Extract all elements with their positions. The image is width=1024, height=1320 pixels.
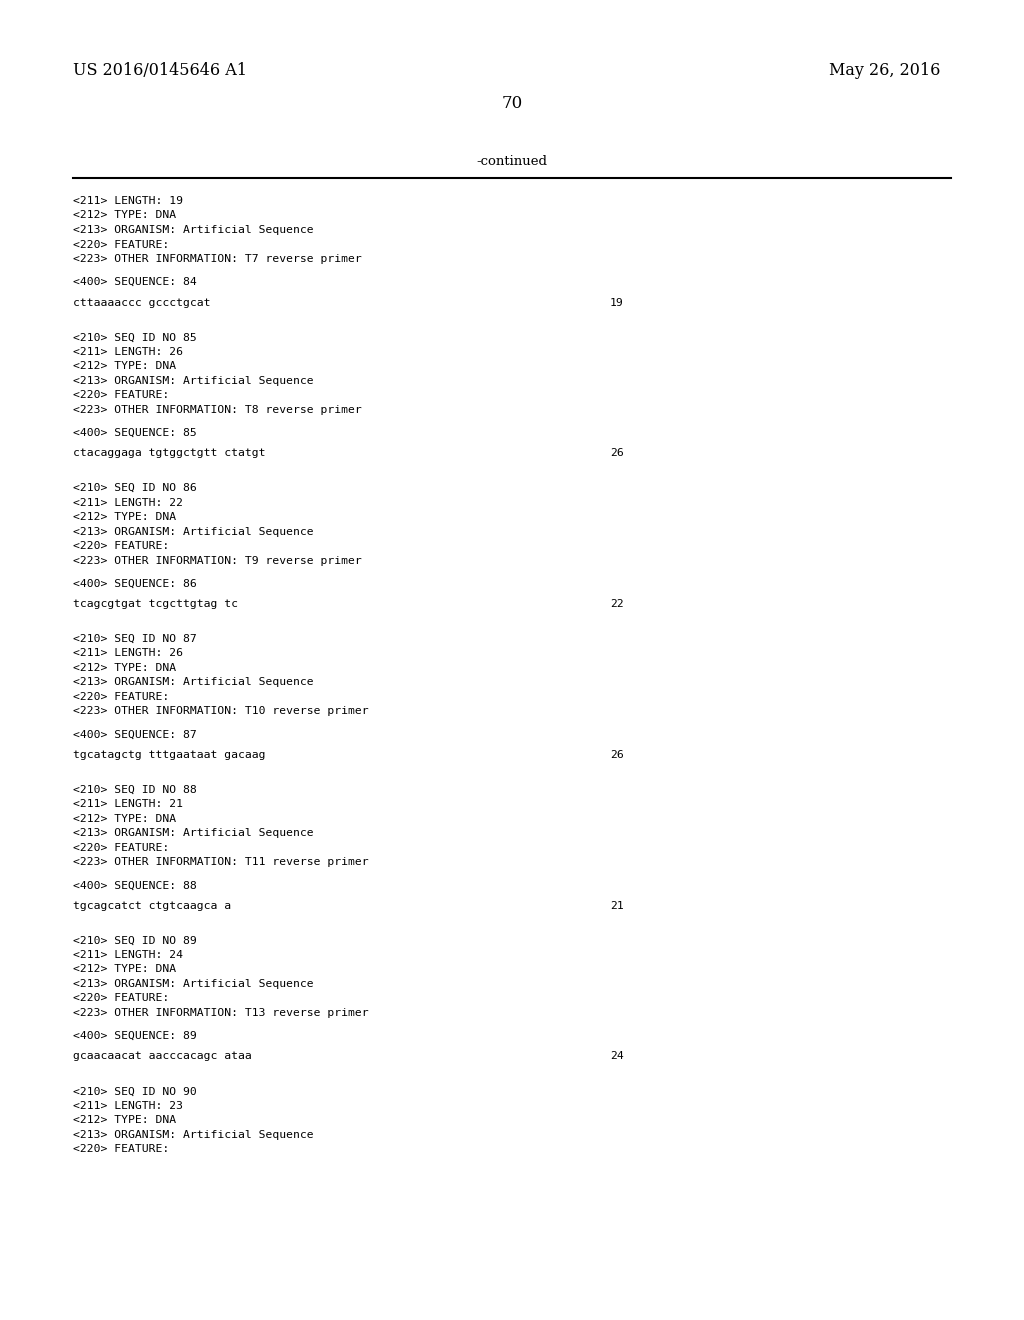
Text: <400> SEQUENCE: 88: <400> SEQUENCE: 88 xyxy=(73,880,197,891)
Text: <210> SEQ ID NO 90: <210> SEQ ID NO 90 xyxy=(73,1086,197,1097)
Text: <212> TYPE: DNA: <212> TYPE: DNA xyxy=(73,663,176,673)
Text: <211> LENGTH: 19: <211> LENGTH: 19 xyxy=(73,195,183,206)
Text: cttaaaaccc gccctgcat: cttaaaaccc gccctgcat xyxy=(73,297,211,308)
Text: US 2016/0145646 A1: US 2016/0145646 A1 xyxy=(73,62,247,79)
Text: 22: 22 xyxy=(610,599,624,609)
Text: gcaacaacat aacccacagc ataa: gcaacaacat aacccacagc ataa xyxy=(73,1052,252,1061)
Text: tgcatagctg tttgaataat gacaag: tgcatagctg tttgaataat gacaag xyxy=(73,750,265,760)
Text: 24: 24 xyxy=(610,1052,624,1061)
Text: 26: 26 xyxy=(610,449,624,458)
Text: 70: 70 xyxy=(502,95,522,112)
Text: <213> ORGANISM: Artificial Sequence: <213> ORGANISM: Artificial Sequence xyxy=(73,1130,313,1139)
Text: <213> ORGANISM: Artificial Sequence: <213> ORGANISM: Artificial Sequence xyxy=(73,979,313,989)
Text: <400> SEQUENCE: 87: <400> SEQUENCE: 87 xyxy=(73,730,197,739)
Text: <220> FEATURE:: <220> FEATURE: xyxy=(73,842,169,853)
Text: <400> SEQUENCE: 86: <400> SEQUENCE: 86 xyxy=(73,578,197,589)
Text: <210> SEQ ID NO 88: <210> SEQ ID NO 88 xyxy=(73,784,197,795)
Text: <400> SEQUENCE: 84: <400> SEQUENCE: 84 xyxy=(73,277,197,288)
Text: <213> ORGANISM: Artificial Sequence: <213> ORGANISM: Artificial Sequence xyxy=(73,527,313,537)
Text: <210> SEQ ID NO 87: <210> SEQ ID NO 87 xyxy=(73,634,197,644)
Text: May 26, 2016: May 26, 2016 xyxy=(828,62,940,79)
Text: tgcagcatct ctgtcaagca a: tgcagcatct ctgtcaagca a xyxy=(73,900,231,911)
Text: <211> LENGTH: 23: <211> LENGTH: 23 xyxy=(73,1101,183,1111)
Text: <400> SEQUENCE: 89: <400> SEQUENCE: 89 xyxy=(73,1031,197,1041)
Text: <213> ORGANISM: Artificial Sequence: <213> ORGANISM: Artificial Sequence xyxy=(73,677,313,688)
Text: <220> FEATURE:: <220> FEATURE: xyxy=(73,692,169,702)
Text: <223> OTHER INFORMATION: T8 reverse primer: <223> OTHER INFORMATION: T8 reverse prim… xyxy=(73,405,361,414)
Text: <210> SEQ ID NO 86: <210> SEQ ID NO 86 xyxy=(73,483,197,494)
Text: <212> TYPE: DNA: <212> TYPE: DNA xyxy=(73,362,176,371)
Text: <220> FEATURE:: <220> FEATURE: xyxy=(73,239,169,249)
Text: <210> SEQ ID NO 89: <210> SEQ ID NO 89 xyxy=(73,936,197,945)
Text: <213> ORGANISM: Artificial Sequence: <213> ORGANISM: Artificial Sequence xyxy=(73,224,313,235)
Text: <211> LENGTH: 26: <211> LENGTH: 26 xyxy=(73,347,183,356)
Text: <211> LENGTH: 22: <211> LENGTH: 22 xyxy=(73,498,183,508)
Text: <212> TYPE: DNA: <212> TYPE: DNA xyxy=(73,210,176,220)
Text: <211> LENGTH: 26: <211> LENGTH: 26 xyxy=(73,648,183,659)
Text: <223> OTHER INFORMATION: T9 reverse primer: <223> OTHER INFORMATION: T9 reverse prim… xyxy=(73,556,361,565)
Text: <220> FEATURE:: <220> FEATURE: xyxy=(73,541,169,552)
Text: <223> OTHER INFORMATION: T11 reverse primer: <223> OTHER INFORMATION: T11 reverse pri… xyxy=(73,857,369,867)
Text: <223> OTHER INFORMATION: T7 reverse primer: <223> OTHER INFORMATION: T7 reverse prim… xyxy=(73,253,361,264)
Text: <213> ORGANISM: Artificial Sequence: <213> ORGANISM: Artificial Sequence xyxy=(73,828,313,838)
Text: 26: 26 xyxy=(610,750,624,760)
Text: -continued: -continued xyxy=(476,154,548,168)
Text: tcagcgtgat tcgcttgtag tc: tcagcgtgat tcgcttgtag tc xyxy=(73,599,238,609)
Text: <400> SEQUENCE: 85: <400> SEQUENCE: 85 xyxy=(73,428,197,438)
Text: <220> FEATURE:: <220> FEATURE: xyxy=(73,391,169,400)
Text: <220> FEATURE:: <220> FEATURE: xyxy=(73,1144,169,1154)
Text: <220> FEATURE:: <220> FEATURE: xyxy=(73,994,169,1003)
Text: <212> TYPE: DNA: <212> TYPE: DNA xyxy=(73,813,176,824)
Text: 19: 19 xyxy=(610,297,624,308)
Text: <223> OTHER INFORMATION: T13 reverse primer: <223> OTHER INFORMATION: T13 reverse pri… xyxy=(73,1008,369,1018)
Text: <212> TYPE: DNA: <212> TYPE: DNA xyxy=(73,512,176,523)
Text: <212> TYPE: DNA: <212> TYPE: DNA xyxy=(73,965,176,974)
Text: <213> ORGANISM: Artificial Sequence: <213> ORGANISM: Artificial Sequence xyxy=(73,376,313,385)
Text: <210> SEQ ID NO 85: <210> SEQ ID NO 85 xyxy=(73,333,197,342)
Text: <212> TYPE: DNA: <212> TYPE: DNA xyxy=(73,1115,176,1125)
Text: <223> OTHER INFORMATION: T10 reverse primer: <223> OTHER INFORMATION: T10 reverse pri… xyxy=(73,706,369,717)
Text: 21: 21 xyxy=(610,900,624,911)
Text: <211> LENGTH: 21: <211> LENGTH: 21 xyxy=(73,799,183,809)
Text: <211> LENGTH: 24: <211> LENGTH: 24 xyxy=(73,950,183,960)
Text: ctacaggaga tgtggctgtt ctatgt: ctacaggaga tgtggctgtt ctatgt xyxy=(73,449,265,458)
